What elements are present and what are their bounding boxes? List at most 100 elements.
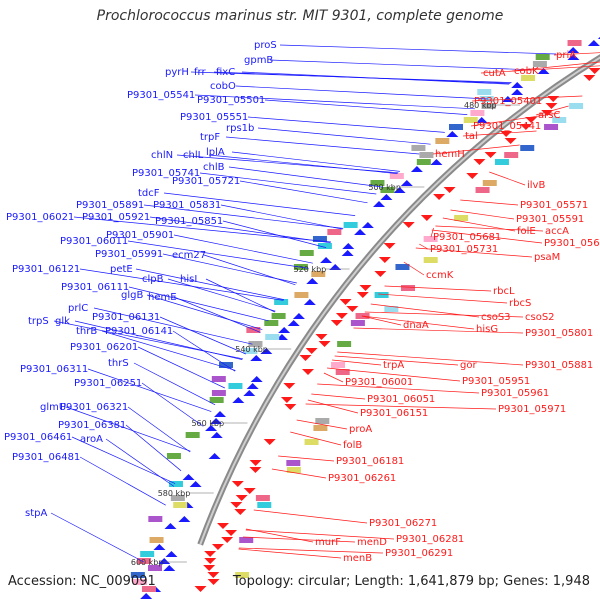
gene-label-left[interactable]: cobO [210,81,236,92]
gene-label-right[interactable]: P9301_05731 [430,244,498,255]
scale-label: 480 kbp [464,101,497,110]
leader-line-left [93,307,253,345]
gene-label-right[interactable]: P9301_06261 [328,473,396,484]
gene-label-right[interactable]: dnaA [403,320,429,331]
gene-label-left[interactable]: gpmB [244,55,273,66]
gene-label-left[interactable]: glmU [40,402,66,413]
gene-label-right[interactable]: P9301_05641 [544,238,600,249]
gene-label-left[interactable]: hisI [180,274,197,285]
gene-label-right[interactable]: arsC [538,110,560,121]
gene-label-right[interactable]: P9301_05571 [520,200,588,211]
gene-label-right[interactable]: P9301_05441 [473,121,541,132]
gene-label-left[interactable]: P9301_05901 [106,230,174,241]
gene-label-right[interactable]: trpA [383,360,404,371]
gene-label-right[interactable]: P9301_06151 [360,408,428,419]
annotation-block [380,187,395,193]
gene-label-left[interactable]: ecm27 [172,250,206,261]
gene-label-right[interactable]: folB [343,440,362,451]
gene-label-left[interactable]: P9301_05891 [76,200,144,211]
gene-label-right[interactable]: P9301_05971 [498,404,566,415]
gene-label-left[interactable]: glgB [121,290,143,301]
gene-label-left[interactable]: P9301_05501 [197,95,265,106]
gene-label-right[interactable]: tal [465,131,478,142]
gene-label-right[interactable]: folE [517,226,536,237]
gene-label-left[interactable]: P9301_06311 [20,364,88,375]
gene-label-left[interactable]: stpA [25,508,47,519]
gene-label-left[interactable]: aroA [80,434,103,445]
gene-label-left[interactable]: hemE [148,292,177,303]
gene-label-right[interactable]: cobK [514,66,539,77]
gene-label-left[interactable]: P9301_06321 [60,402,128,413]
gene-label-left[interactable]: P9301_06461 [4,432,72,443]
gene-label-left[interactable]: chlL [183,150,204,161]
gene-label-left[interactable]: P9301_05721 [172,176,240,187]
gene-label-left[interactable]: P9301_06011 [60,236,128,247]
gene-label-left[interactable]: P9301_05991 [95,249,163,260]
gene-label-right[interactable]: P9301_06181 [336,456,404,467]
gene-label-left[interactable]: P9301_06481 [12,452,80,463]
gene-label-left[interactable]: trpF [200,132,220,143]
gene-label-right[interactable]: ccmK [426,270,454,281]
gene-label-left[interactable]: P9301_06111 [61,282,129,293]
gene-label-left[interactable]: P9301_06201 [70,342,138,353]
leader-line-right [419,243,429,250]
gene-label-left[interactable]: trpS [28,316,49,327]
gene-label-right[interactable]: murF [315,537,341,548]
gene-label-right[interactable]: cutA [483,68,506,79]
gene-label-left[interactable]: P9301_06121 [12,264,80,275]
gene-label-left[interactable]: P9301_05851 [155,216,223,227]
gene-label-right[interactable]: proA [349,424,372,435]
gene-label-right[interactable]: P9301_05801 [525,328,593,339]
gene-label-left[interactable]: rps1b [226,123,254,134]
gene-label-right[interactable]: menD [357,537,387,548]
gene-label-right[interactable]: P9301_06051 [367,394,435,405]
gene-label-left[interactable]: lplA [206,147,225,158]
gene-label-right[interactable]: csoS2 [525,312,555,323]
gene-label-right[interactable]: P9301_05961 [481,388,549,399]
gene-label-left[interactable]: glk [55,316,70,327]
gene-label-left[interactable]: P9301_05741 [132,168,200,179]
gene-label-right[interactable]: P9301_05591 [516,214,584,225]
gene-label-left[interactable]: fixC [216,67,235,78]
gene-label-left[interactable]: pyrH [165,67,189,78]
gene-label-right[interactable]: P9301_05951 [462,376,530,387]
gene-label-left[interactable]: P9301_06131 [92,312,160,323]
gene-label-right[interactable]: P9301_06291 [385,548,453,559]
gene-label-left[interactable]: P9301_05551 [180,112,248,123]
gene-label-right[interactable]: P9301_05681 [433,232,501,243]
gene-label-right[interactable]: hemH [435,149,465,160]
gene-label-left[interactable]: P9301_05831 [153,200,221,211]
gene-label-left[interactable]: chlB [203,162,225,173]
gene-label-right[interactable]: priA [556,50,576,61]
gene-label-right[interactable]: psaM [534,252,560,263]
gene-label-right[interactable]: gor [460,360,477,371]
annotation-block [294,292,309,298]
gene-label-left[interactable]: P9301_05921 [82,212,150,223]
gene-label-right[interactable]: csoS3 [481,312,511,323]
gene-label-right[interactable]: rbcS [509,298,531,309]
gene-label-left[interactable]: thrB [76,326,97,337]
gene-label-left[interactable]: P9301_06251 [74,378,142,389]
gene-label-right[interactable]: rbcL [493,286,515,297]
gene-label-right[interactable]: P9301_06001 [345,377,413,388]
gene-label-left[interactable]: clpB [142,274,164,285]
gene-label-right[interactable]: P9301_05401 [474,96,542,107]
gene-label-left[interactable]: P9301_06141 [105,326,173,337]
gene-label-left[interactable]: tdcF [138,188,160,199]
gene-label-left[interactable]: thrS [108,358,129,369]
gene-label-right[interactable]: accA [545,226,569,237]
gene-label-right[interactable]: P9301_06271 [369,518,437,529]
gene-label-left[interactable]: P9301_06021 [6,212,74,223]
gene-label-right[interactable]: hisG [476,324,498,335]
gene-label-left[interactable]: P9301_05541 [127,90,195,101]
gene-label-left[interactable]: P9301_06381 [58,420,126,431]
gene-label-right[interactable]: P9301_05881 [525,360,593,371]
gene-label-right[interactable]: menB [343,553,372,564]
gene-label-left[interactable]: frr [194,67,206,78]
gene-label-left[interactable]: proS [254,40,277,51]
gene-label-left[interactable]: petE [110,264,133,275]
gene-label-left[interactable]: prlC [68,303,88,314]
gene-label-right[interactable]: ilvB [527,180,545,191]
gene-label-right[interactable]: P9301_06281 [396,534,464,545]
gene-label-left[interactable]: chlN [151,150,173,161]
